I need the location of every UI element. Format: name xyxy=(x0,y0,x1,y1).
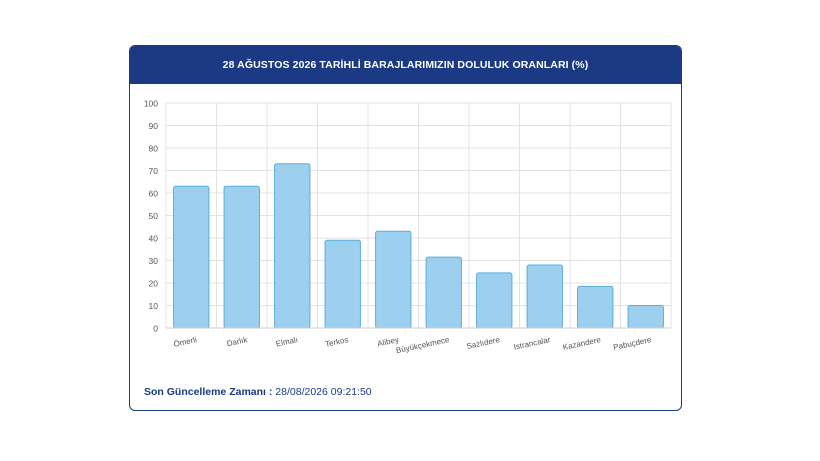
y-tick-label: 10 xyxy=(149,301,159,311)
y-tick-label: 70 xyxy=(149,166,159,176)
bar xyxy=(223,185,260,329)
x-tick-label: Elmalı xyxy=(275,335,299,348)
x-tick-label: Istrancalar xyxy=(513,335,552,352)
y-tick-label: 30 xyxy=(149,256,159,266)
bar xyxy=(476,272,513,329)
y-tick-label: 90 xyxy=(149,121,159,131)
y-tick-label: 40 xyxy=(149,234,159,244)
bar xyxy=(324,239,361,329)
y-tick-label: 100 xyxy=(144,99,158,109)
x-tick-label: Büyükçekmece xyxy=(395,335,450,355)
x-tick-label: Sazlıdere xyxy=(466,335,501,351)
x-tick-label: Ömerli xyxy=(173,335,198,349)
bar xyxy=(577,285,614,329)
bar-chart: 0 10 20 30 40 50 60 70 80 90 100 Ömerli Darlık Elmalı… xyxy=(144,99,672,355)
last-updated-value: 28/08/2026 09:21:50 xyxy=(275,386,372,398)
last-updated: Son Güncelleme Zamanı : 28/08/2026 09:21… xyxy=(144,386,372,398)
y-tick-label: 20 xyxy=(149,279,159,289)
chart-title: 28 AĞUSTOS 2026 TARİHLİ BARAJLARIMIZIN D… xyxy=(130,46,681,84)
bar xyxy=(526,264,563,329)
y-tick-label: 50 xyxy=(149,211,159,221)
x-tick-label: Kazandere xyxy=(562,335,602,352)
y-tick-label: 60 xyxy=(149,189,159,199)
bar xyxy=(173,185,210,329)
x-tick-label: Darlık xyxy=(226,335,249,348)
chart-card: 28 AĞUSTOS 2026 TARİHLİ BARAJLARIMIZIN D… xyxy=(129,45,682,411)
bar xyxy=(425,256,462,329)
x-tick-label: Terkos xyxy=(324,335,349,349)
y-tick-label: 0 xyxy=(153,324,158,334)
bar xyxy=(375,230,412,329)
y-tick-label: 80 xyxy=(149,144,159,154)
bar xyxy=(627,305,664,329)
x-tick-label: Alibey xyxy=(376,335,399,348)
bar xyxy=(274,163,311,329)
x-tick-label: Pabuçdere xyxy=(612,335,652,352)
last-updated-label: Son Güncelleme Zamanı : xyxy=(144,386,273,398)
